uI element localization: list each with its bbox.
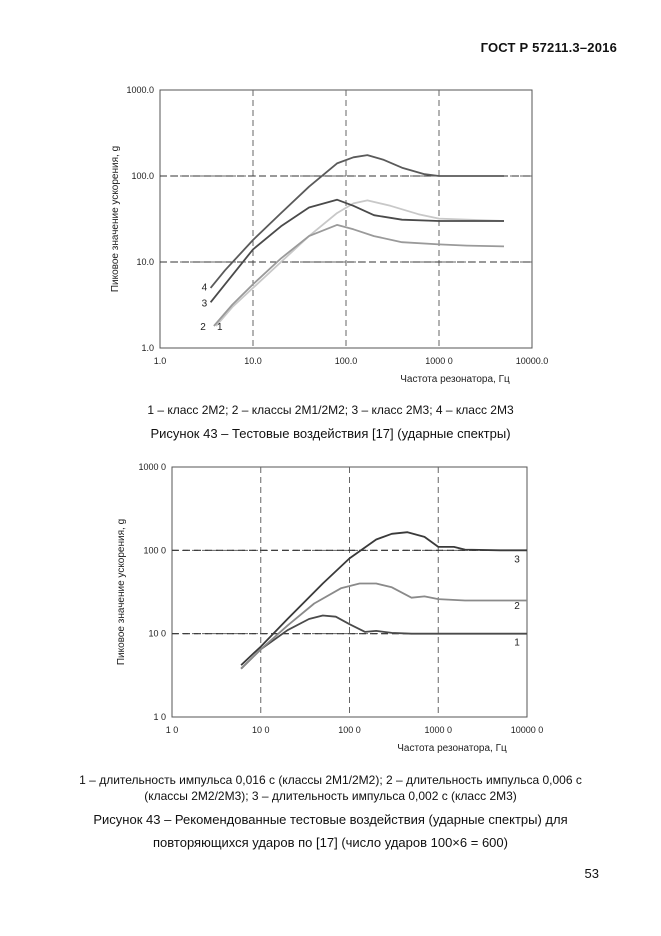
figure1-caption: Рисунок 43 – Тестовые воздействия [17] (… bbox=[150, 426, 511, 441]
y-axis-label: Пиковое значение ускорения, g bbox=[116, 519, 127, 665]
y-tick-label: 10.0 bbox=[136, 257, 154, 267]
y-tick-label: 10 0 bbox=[148, 629, 166, 639]
x-tick-label: 10 0 bbox=[252, 725, 270, 735]
x-tick-label: 1000 0 bbox=[424, 725, 452, 735]
page-number: 53 bbox=[584, 866, 599, 881]
x-tick-label: 1000 0 bbox=[425, 356, 453, 366]
series-label-1: 1 bbox=[217, 322, 223, 333]
y-tick-label: 1000 0 bbox=[138, 462, 166, 472]
series-line-4 bbox=[209, 154, 504, 289]
series-line-2 bbox=[240, 582, 527, 670]
figure2-legend-caption-line1: 1 – длительность импульса 0,016 с (класс… bbox=[79, 773, 582, 787]
series-label-2: 2 bbox=[514, 601, 520, 612]
series-label-1: 1 bbox=[514, 638, 520, 649]
y-tick-label: 100.0 bbox=[131, 171, 154, 181]
series-label-2: 2 bbox=[200, 322, 206, 333]
figure2-caption-line1: Рисунок 43 – Рекомендованные тестовые во… bbox=[93, 812, 568, 827]
x-tick-label: 100 0 bbox=[338, 725, 361, 735]
x-tick-label: 10.0 bbox=[244, 356, 262, 366]
figure2-legend-caption-line2: (классы 2М2/2М3); 3 – длительность импул… bbox=[144, 789, 517, 803]
plot-frame bbox=[159, 89, 533, 349]
series-label-4: 4 bbox=[202, 282, 208, 293]
y-tick-label: 100 0 bbox=[143, 545, 166, 555]
y-tick-label: 1 0 bbox=[153, 712, 166, 722]
series-line-1 bbox=[240, 614, 527, 670]
y-axis-label: Пиковое значение ускорения, g bbox=[110, 146, 121, 292]
shock-spectrum-chart-2: 1 0 10 0 100 0 1000 0 10000 0 1 0 10 0 100 0 100… bbox=[116, 462, 544, 754]
y-tick-label: 1.0 bbox=[141, 343, 154, 353]
series-line-3 bbox=[209, 198, 504, 303]
figure1-legend-caption: 1 – класс 2М2; 2 – классы 2М1/2М2; 3 – к… bbox=[147, 403, 514, 417]
shock-spectrum-chart-1: 1.0 10.0 100.0 1000 0 10000.0 1.0 10.0 100.0 100… bbox=[110, 85, 549, 385]
figure2-caption-line2: повторяющихся ударов по [17] (число удар… bbox=[153, 835, 508, 850]
x-tick-label: 10000 0 bbox=[511, 725, 544, 735]
x-axis-label: Частота резонатора, Гц bbox=[397, 743, 507, 754]
x-tick-label: 10000.0 bbox=[516, 356, 549, 366]
series-line-1 bbox=[215, 199, 505, 327]
x-tick-label: 100.0 bbox=[335, 356, 358, 366]
series-label-3: 3 bbox=[514, 554, 520, 565]
y-tick-label: 1000.0 bbox=[126, 85, 154, 95]
document-header: ГОСТ Р 57211.3–2016 bbox=[480, 40, 617, 55]
series-label-3: 3 bbox=[202, 298, 208, 309]
x-axis-label: Частота резонатора, Гц bbox=[400, 374, 510, 385]
series-line-2 bbox=[213, 224, 505, 327]
series-line-3 bbox=[240, 531, 527, 666]
x-tick-label: 1.0 bbox=[154, 356, 167, 366]
x-tick-label: 1 0 bbox=[166, 725, 179, 735]
